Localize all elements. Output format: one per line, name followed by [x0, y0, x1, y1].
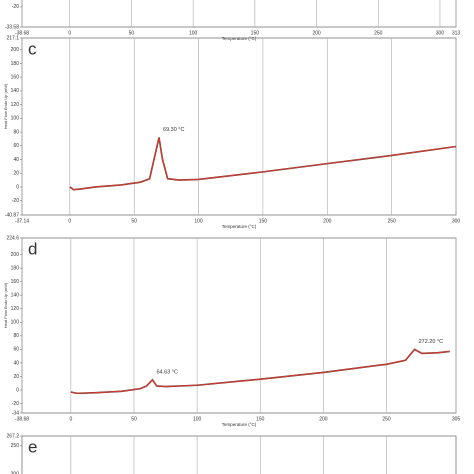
x-tick-label: 305 — [452, 416, 461, 422]
x-tick-label: 250 — [374, 30, 383, 36]
y-tick-label: 120 — [11, 306, 20, 312]
plot-frame — [21, 0, 457, 28]
x-axis-title: Temperature (°C) — [222, 36, 257, 41]
y-tick-label: 80 — [13, 129, 19, 135]
panel-label: e — [28, 437, 37, 456]
x-tick-label: 50 — [129, 30, 135, 36]
y-tick-label: 100 — [11, 116, 20, 122]
y-tick-label: 100 — [11, 320, 20, 326]
y-tick-label: 60 — [13, 143, 19, 149]
y-tick-label: 267.2 — [6, 433, 19, 439]
plot-frame — [21, 435, 457, 474]
x-tick-label: -37.14 — [15, 218, 29, 224]
y-tick-label: 20 — [13, 171, 19, 177]
annotation: 272.20 °C — [419, 339, 444, 345]
x-tick-label: 300 — [436, 30, 445, 36]
x-tick-label: 150 — [251, 30, 260, 36]
y-tick-label: 80 — [13, 333, 19, 339]
y-tick-label: 217.1 — [6, 35, 19, 41]
y-tick-label: 250 — [11, 443, 20, 449]
x-tick-label: -38.68 — [15, 416, 29, 422]
y-axis-title: Heat Flow Endo Up (mW) — [3, 83, 8, 129]
x-tick-label: 50 — [131, 218, 137, 224]
x-tick-label: 150 — [259, 218, 268, 224]
x-tick-label: 100 — [193, 416, 202, 422]
y-tick-label: -34 — [12, 410, 19, 416]
y-tick-label: 120 — [11, 102, 20, 108]
y-tick-label: 200 — [11, 47, 20, 53]
y-tick-label: -40.87 — [5, 212, 19, 218]
x-tick-label: -38.68 — [15, 30, 29, 36]
y-tick-label: 140 — [11, 88, 20, 94]
annotation: 69.30 °C — [163, 127, 184, 133]
y-tick-label: -20 — [12, 4, 19, 10]
y-tick-label: 180 — [11, 61, 20, 67]
data-line — [69, 137, 457, 191]
x-axis-title: Temperature (°C) — [222, 422, 257, 427]
x-tick-label: 50 — [131, 416, 137, 422]
y-axis-title: Heat Flow Endo Up (mW) — [3, 282, 8, 328]
annotation: 64.63 °C — [156, 369, 177, 375]
x-tick-label: 200 — [319, 416, 328, 422]
plot-frame — [21, 237, 457, 414]
x-tick-label: 300 — [452, 218, 461, 224]
y-tick-label: 200 — [11, 252, 20, 258]
x-tick-label: 0 — [68, 30, 71, 36]
y-tick-label: 20 — [13, 374, 19, 380]
y-tick-label: 0 — [16, 387, 19, 393]
y-tick-label: -20 — [12, 198, 19, 204]
x-tick-label: 250 — [382, 416, 391, 422]
panel-label: d — [28, 239, 37, 258]
x-axis-title: Temperature (°C) — [222, 224, 257, 229]
y-tick-label: 60 — [13, 347, 19, 353]
x-tick-label: 200 — [312, 30, 321, 36]
x-tick-label: 100 — [189, 30, 198, 36]
y-tick-label: 160 — [11, 279, 20, 285]
y-tick-label: -33.58 — [5, 24, 19, 30]
x-tick-label: 150 — [256, 416, 265, 422]
y-tick-label: 0 — [16, 184, 19, 190]
y-tick-label: -20 — [12, 401, 19, 407]
y-tick-label: 40 — [13, 360, 19, 366]
y-tick-label: 40 — [13, 157, 19, 163]
x-tick-label: 313 — [452, 30, 461, 36]
x-tick-label: 200 — [323, 218, 332, 224]
y-tick-label: 200 — [11, 472, 20, 474]
x-tick-label: 0 — [69, 416, 72, 422]
y-tick-label: 160 — [11, 75, 20, 81]
x-tick-label: 0 — [68, 218, 71, 224]
data-line — [70, 348, 450, 394]
y-tick-label: 180 — [11, 266, 20, 272]
y-tick-label: 140 — [11, 293, 20, 299]
panel-label: c — [28, 39, 37, 58]
x-tick-label: 250 — [387, 218, 396, 224]
y-tick-label: 224.6 — [6, 235, 19, 241]
x-tick-label: 100 — [194, 218, 203, 224]
